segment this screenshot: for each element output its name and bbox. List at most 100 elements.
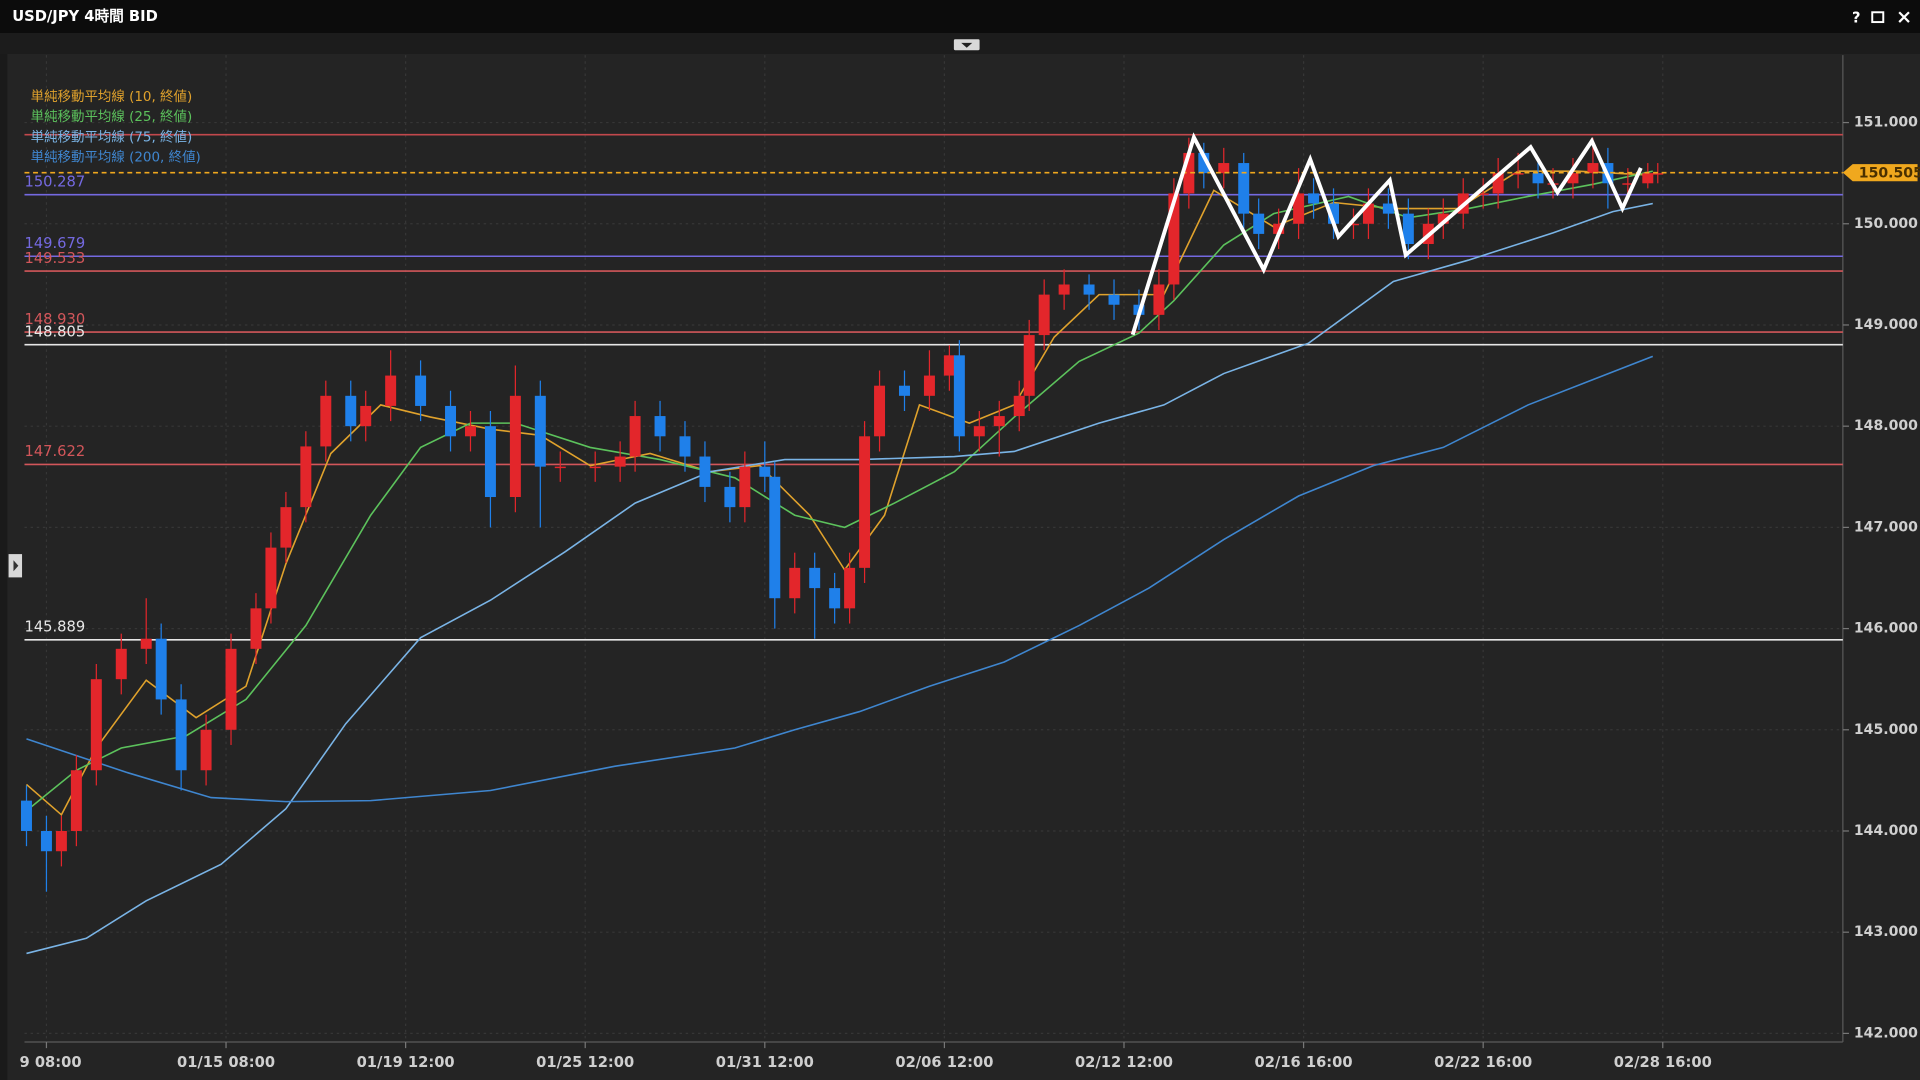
left-edge — [0, 53, 8, 1080]
candle-body — [20, 800, 32, 831]
y-tick-label: 145.000 — [1854, 722, 1918, 738]
candle-body — [1183, 152, 1195, 194]
candle-body — [1652, 173, 1664, 175]
candle-body — [679, 436, 691, 457]
candle-body — [360, 405, 372, 427]
candle-body — [70, 770, 82, 831]
candle-body — [589, 466, 601, 469]
x-tick-label: 01/25 12:00 — [536, 1054, 634, 1071]
candle-body — [759, 466, 771, 477]
candle-body — [1058, 284, 1070, 295]
candle-body — [809, 567, 821, 589]
candle-body — [200, 729, 212, 771]
candle-body — [724, 486, 736, 508]
y-tick-label: 150.000 — [1854, 216, 1918, 232]
help-button[interactable]: ? — [1852, 9, 1861, 26]
candle-body — [265, 547, 277, 609]
candle-body — [844, 567, 856, 609]
level-label: 149.679 — [24, 235, 85, 252]
candle-body — [1198, 152, 1210, 174]
candle-body — [175, 699, 187, 771]
candle-body — [300, 446, 312, 508]
legend-entry: 単純移動平均線 (200, 終値) — [31, 150, 201, 166]
moving-average-line — [26, 355, 1654, 803]
candle-body — [1038, 294, 1050, 336]
candle-body — [445, 405, 457, 437]
candle-body — [115, 648, 127, 680]
candle-body — [1347, 223, 1359, 226]
candle-body — [953, 355, 965, 437]
last-price-tag — [1842, 164, 1918, 182]
pattern-annotation — [1130, 132, 1643, 336]
candle-body — [1477, 193, 1489, 195]
level-label: 145.889 — [24, 619, 85, 636]
y-tick-label: 151.000 — [1854, 115, 1918, 131]
x-tick-label: 02/28 16:00 — [1614, 1054, 1712, 1071]
candle-body — [90, 679, 102, 771]
candle-body — [1273, 223, 1285, 234]
candle-body — [1532, 173, 1544, 184]
candle-body — [464, 426, 476, 437]
plot-area: 142.000 143.000 144.000 145.000 146.000 147.0… — [20, 55, 1920, 1071]
candle-body — [789, 567, 801, 599]
candle-body — [614, 456, 626, 467]
candle-body — [1253, 213, 1265, 234]
candle-body — [534, 395, 546, 467]
collapse-icon — [961, 42, 973, 48]
candle-body — [829, 588, 841, 609]
candle-body — [1362, 203, 1374, 224]
candle-body — [225, 648, 237, 730]
candle-body — [554, 466, 566, 469]
y-tick-label: 147.000 — [1854, 519, 1918, 535]
candle-body — [629, 416, 641, 457]
candle-body — [874, 385, 886, 437]
side-tab-icon — [13, 560, 19, 572]
candle-body — [943, 355, 955, 376]
candle-body — [280, 507, 292, 548]
maximize-button[interactable] — [1871, 11, 1885, 24]
candle-body — [345, 395, 357, 427]
y-tick-label: 144.000 — [1854, 823, 1918, 839]
y-tick-label: 143.000 — [1854, 924, 1918, 940]
candle-body — [993, 416, 1005, 427]
legend-entry: 単純移動平均線 (25, 終値) — [31, 109, 193, 125]
candle-body — [1153, 284, 1165, 315]
candle-body — [859, 436, 871, 568]
candle-body — [140, 638, 152, 649]
candle-body — [1218, 163, 1230, 174]
candle-body — [1293, 193, 1305, 224]
title-bar — [0, 0, 1920, 34]
y-tick-label: 142.000 — [1854, 1025, 1918, 1041]
candle-body — [923, 375, 935, 396]
candle-body — [1328, 203, 1340, 224]
x-tick-label: 01/19 12:00 — [357, 1054, 455, 1071]
candle-body — [320, 395, 332, 447]
level-label: 148.930 — [24, 311, 85, 328]
candle-body — [484, 426, 496, 498]
x-tick-label: 02/16 16:00 — [1255, 1054, 1353, 1071]
legend-entry: 単純移動平均線 (10, 終値) — [31, 89, 193, 105]
candle-body — [739, 466, 751, 508]
window-title: USD/JPY 4時間 BID — [12, 7, 158, 25]
candle-body — [1567, 173, 1579, 184]
candle-body — [1642, 173, 1654, 184]
candle-body — [1402, 213, 1414, 245]
y-tick-label: 149.000 — [1854, 317, 1918, 333]
candle-body — [1108, 294, 1120, 305]
level-label: 147.622 — [24, 443, 85, 460]
candle-body — [1492, 173, 1504, 194]
candle-body — [1238, 163, 1250, 214]
candle-body — [1622, 183, 1634, 185]
close-button[interactable] — [1898, 11, 1910, 23]
candle-body — [415, 375, 427, 406]
candle-body — [1308, 193, 1320, 204]
candle-body — [250, 608, 262, 649]
candle-body — [40, 830, 52, 852]
level-label: 148.805 — [24, 323, 85, 340]
legend: 単純移動平均線 (10, 終値) 単純移動平均線 (25, 終値) 単純移動平均線 … — [31, 89, 201, 166]
candle-body — [1512, 173, 1524, 175]
candle-body — [973, 426, 985, 437]
x-tick-label: 02/22 16:00 — [1434, 1054, 1532, 1071]
